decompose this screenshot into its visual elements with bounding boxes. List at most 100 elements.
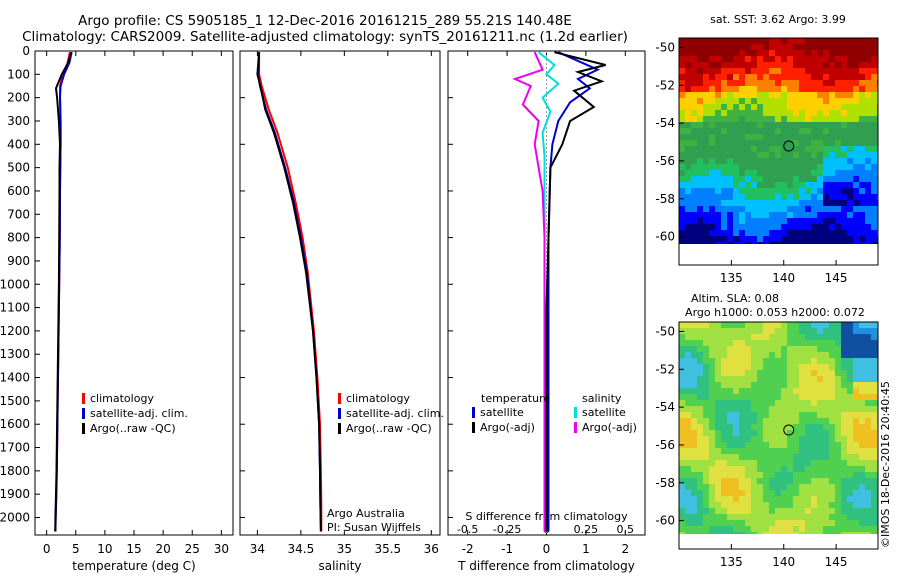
x-tick-label: 20 <box>155 542 170 556</box>
x-tick-label: 140 <box>772 555 795 569</box>
difference-panel: -2 -1 0 1 2-0.5 -0.25 0 0.25 0.5S difference fro… <box>447 50 646 573</box>
y-tick-label: 1400 <box>0 371 30 385</box>
x-tick-label: -2 <box>462 542 474 556</box>
x-tick-label: 1 <box>582 542 590 556</box>
y-tick-label: 1500 <box>0 394 30 408</box>
x-tick-label: 0 <box>543 542 551 556</box>
y-tick-label: -60 <box>655 514 675 528</box>
series-line <box>545 51 606 532</box>
y-tick-label: 200 <box>7 91 30 105</box>
legend-swatch <box>574 422 577 433</box>
x-tick-label: 15 <box>126 542 141 556</box>
y-tick-label: 1100 <box>0 301 30 315</box>
legend-swatch <box>82 423 85 434</box>
series-line <box>256 52 322 532</box>
x-tick-label: 2 <box>621 542 629 556</box>
y-tick-label: 600 <box>7 184 30 198</box>
x-tick-label: 34.5 <box>288 542 315 556</box>
temperature-panel: 0 5 10 15 20 25 300100200300400500600700800900… <box>0 44 234 573</box>
sla-map-panel: 135 140 145 -60 -58 -56 -54 -52 -50 <box>655 321 879 569</box>
legend-swatch <box>472 407 475 418</box>
y-tick-label: 1700 <box>0 441 30 455</box>
argo-position-marker <box>783 140 795 152</box>
legend-label: Argo(-adj) <box>480 421 535 434</box>
salinity-panel: 34 34.5 35 35.5 36 salinity climatology satelli… <box>239 50 444 573</box>
sla-map-title-line2: Argo h1000: 0.053 h2000: 0.072 <box>685 306 865 319</box>
y-tick-label: 700 <box>7 207 30 221</box>
x-tick-label: 34 <box>250 542 265 556</box>
legend-label: satellite-adj. clim. <box>90 407 188 420</box>
x-tick-label: 10 <box>97 542 112 556</box>
legend-group-title: temperature <box>481 392 550 405</box>
credit-line1: Argo Australia <box>327 507 405 520</box>
y-tick-label: 1900 <box>0 487 30 501</box>
y-tick-label: -50 <box>655 324 675 338</box>
x-tick-label: 30 <box>214 542 229 556</box>
y-tick-label: 0 <box>22 44 30 58</box>
legend-label: climatology <box>346 392 410 405</box>
x-axis-label: temperature (deg C) <box>72 559 195 573</box>
y-tick-label: 800 <box>7 231 30 245</box>
legend-swatch <box>338 408 341 419</box>
legend-label: Argo(-adj) <box>582 421 637 434</box>
x2-tick-label: 0.25 <box>574 523 599 536</box>
y-tick-label: 900 <box>7 254 30 268</box>
legend-swatch <box>82 393 85 404</box>
x-tick-label: 145 <box>825 555 848 569</box>
legend-label: satellite-adj. clim. <box>346 407 444 420</box>
x-tick-label: 5 <box>72 542 80 556</box>
x2-tick-label: 0.5 <box>617 523 635 536</box>
copyright-label: ©IMOS 18-Dec-2016 20:40:45 <box>879 381 892 548</box>
x-tick-label: 135 <box>720 555 743 569</box>
x2-tick-label: -0.5 <box>457 523 478 536</box>
y-tick-label: -56 <box>655 438 675 452</box>
y-tick-label: 400 <box>7 137 30 151</box>
y-tick-label: -58 <box>655 192 675 206</box>
legend-group-title: salinity <box>582 392 622 405</box>
series-line <box>257 52 322 532</box>
legend-label: Argo(..raw -QC) <box>90 422 176 435</box>
y-tick-label: -54 <box>655 400 675 414</box>
y-tick-label: 500 <box>7 161 30 175</box>
series-line <box>54 51 73 532</box>
legend-label: satellite <box>582 406 626 419</box>
x-tick-label: 135 <box>720 271 743 285</box>
y-tick-label: 2000 <box>0 511 30 525</box>
map-field <box>679 322 878 534</box>
map-field <box>679 38 878 244</box>
figure-title-line2: Climatology: CARS2009. Satellite-adjuste… <box>22 29 628 45</box>
legend-swatch <box>574 407 577 418</box>
sst-map-panel: 135 140 145 -60 -58 -56 -54 -52 -50 <box>655 37 879 285</box>
legend-label: climatology <box>90 392 154 405</box>
x-tick-label: 25 <box>185 542 200 556</box>
argo-position-marker <box>783 424 795 436</box>
legend-swatch <box>338 423 341 434</box>
legend-swatch <box>472 422 475 433</box>
credit-line2: PI: Susan Wijffels <box>327 521 421 534</box>
x-tick-label: 35 <box>337 542 352 556</box>
figure-title-line1: Argo profile: CS 5905185_1 12-Dec-2016 2… <box>78 13 572 29</box>
x2-tick-label: -0.25 <box>493 523 521 536</box>
y-tick-label: -54 <box>655 116 675 130</box>
sst-map-title: sat. SST: 3.62 Argo: 3.99 <box>710 13 846 26</box>
y-tick-label: -58 <box>655 476 675 490</box>
y-tick-label: 1000 <box>0 277 30 291</box>
y-tick-label: 1600 <box>0 417 30 431</box>
legend-label: Argo(..raw -QC) <box>346 422 432 435</box>
x-tick-label: 140 <box>772 271 795 285</box>
legend-swatch <box>338 393 341 404</box>
x-tick-label: -1 <box>501 542 513 556</box>
series-line <box>258 52 323 532</box>
y-tick-label: 1200 <box>0 324 30 338</box>
y-tick-label: -52 <box>655 362 675 376</box>
x-tick-label: 36 <box>424 542 439 556</box>
x-axis-label: T difference from climatology <box>457 559 635 573</box>
y-tick-label: 1800 <box>0 464 30 478</box>
y-tick-label: -60 <box>655 230 675 244</box>
sla-map-title-line1: Altim. SLA: 0.08 <box>691 292 779 305</box>
y-tick-label: 1300 <box>0 347 30 361</box>
map-frame <box>678 321 879 550</box>
x-tick-label: 145 <box>825 271 848 285</box>
y-tick-label: -56 <box>655 154 675 168</box>
